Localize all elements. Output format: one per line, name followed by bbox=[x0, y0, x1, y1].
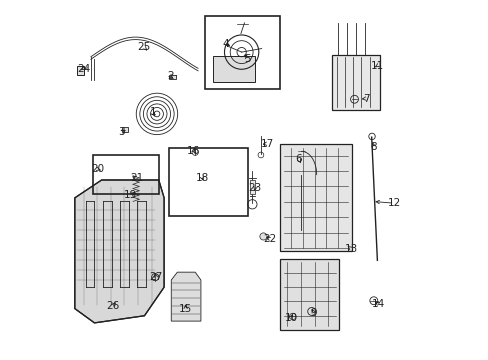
Bar bbox=[331, 55, 380, 111]
Text: 14: 14 bbox=[371, 299, 385, 309]
Bar bbox=[169, 148, 247, 216]
Text: 18: 18 bbox=[195, 173, 208, 183]
Text: 26: 26 bbox=[106, 301, 120, 311]
Text: 25: 25 bbox=[137, 42, 150, 52]
Text: 22: 22 bbox=[263, 234, 276, 244]
Text: 7: 7 bbox=[362, 94, 368, 104]
Text: 4: 4 bbox=[222, 39, 228, 49]
Bar bbox=[168, 75, 176, 79]
Text: 11: 11 bbox=[370, 61, 383, 71]
Text: 3: 3 bbox=[118, 127, 124, 138]
Text: 16: 16 bbox=[187, 146, 200, 156]
Text: 23: 23 bbox=[248, 183, 261, 193]
Text: 5: 5 bbox=[244, 54, 250, 64]
Text: 8: 8 bbox=[370, 142, 376, 152]
Polygon shape bbox=[75, 180, 164, 323]
Text: 27: 27 bbox=[149, 272, 162, 282]
Text: 2: 2 bbox=[166, 71, 173, 81]
Bar bbox=[77, 66, 84, 75]
Circle shape bbox=[259, 233, 266, 240]
Text: 10: 10 bbox=[284, 312, 297, 323]
Text: 9: 9 bbox=[310, 308, 316, 318]
Text: 19: 19 bbox=[124, 190, 137, 200]
Bar bbox=[93, 155, 159, 194]
Text: 24: 24 bbox=[77, 64, 90, 73]
Bar bbox=[280, 144, 351, 251]
Polygon shape bbox=[280, 258, 339, 330]
Text: 12: 12 bbox=[387, 198, 400, 208]
Bar bbox=[249, 180, 255, 194]
Text: 13: 13 bbox=[344, 244, 357, 253]
Bar bbox=[122, 127, 128, 132]
Text: 20: 20 bbox=[91, 164, 104, 174]
Text: 1: 1 bbox=[149, 107, 156, 117]
Text: 17: 17 bbox=[261, 139, 274, 149]
Text: 21: 21 bbox=[130, 173, 143, 183]
Bar bbox=[205, 16, 280, 89]
Polygon shape bbox=[171, 272, 201, 321]
Text: 15: 15 bbox=[179, 304, 192, 314]
Bar bbox=[213, 56, 255, 82]
Text: 6: 6 bbox=[295, 154, 302, 164]
